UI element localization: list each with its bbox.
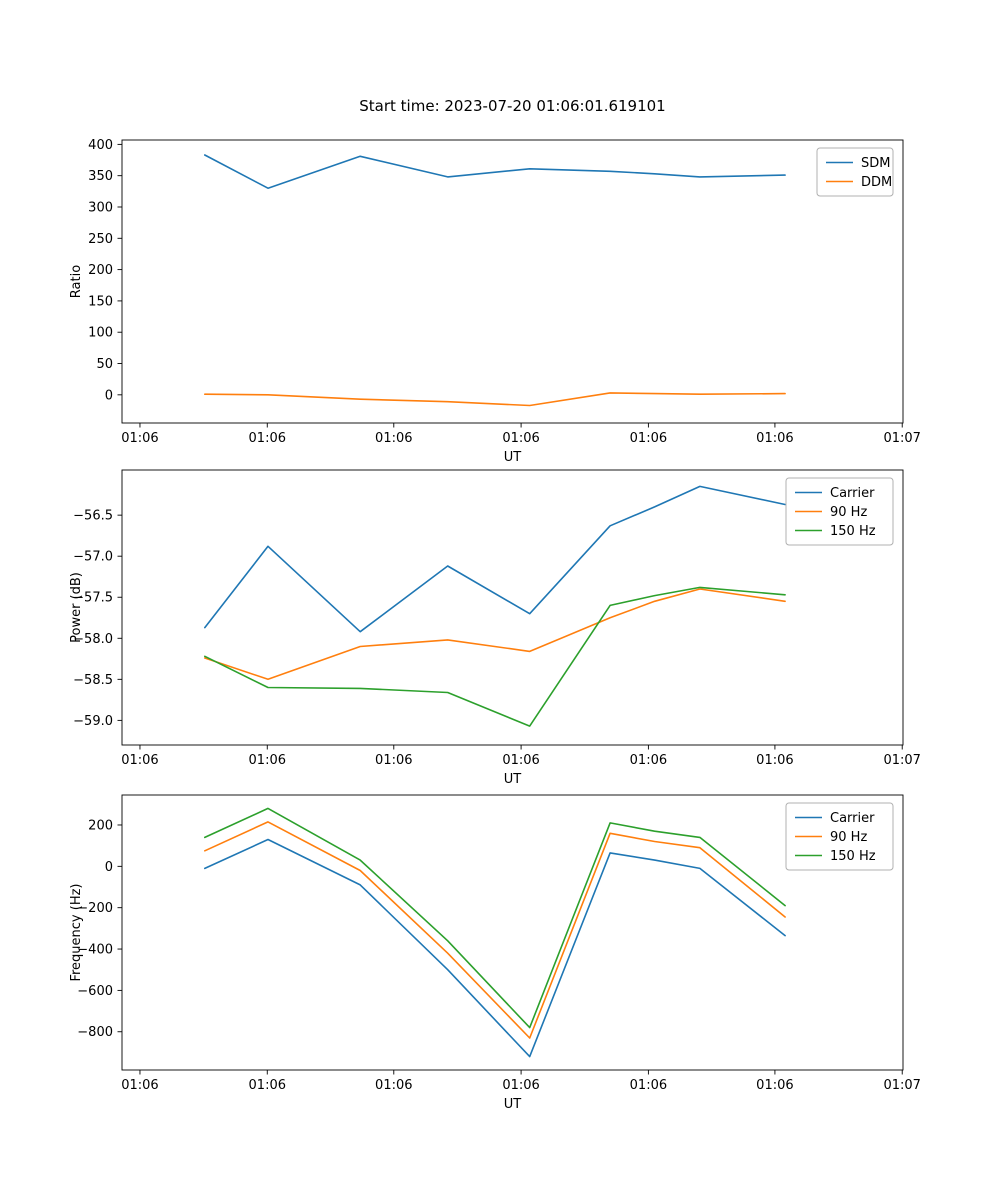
y-tick-label: −58.0 [73, 632, 113, 647]
x-tick-label: 01:06 [756, 1078, 793, 1093]
axes-frame [121, 794, 904, 1071]
x-tick-label: 01:07 [883, 431, 920, 446]
axes-frame [121, 139, 904, 424]
y-tick-label: 300 [88, 200, 113, 215]
y-tick-label: −57.5 [73, 591, 113, 606]
legend-entry-label: DDM [861, 175, 892, 190]
y-tick-label: 200 [88, 263, 113, 278]
legend-entry-label: Carrier [830, 811, 875, 826]
y-tick-label: 150 [88, 294, 113, 309]
90-hz-line [204, 588, 786, 681]
y-tick-label: −800 [77, 1025, 113, 1040]
y-tick-label: 100 [88, 326, 113, 341]
x-tick-label: 01:06 [502, 753, 539, 768]
x-tick-label: 01:06 [630, 753, 667, 768]
y-tick-label: 0 [105, 860, 113, 875]
x-axis-ticks: 01:06 01:06 01:06 01:06 01:06 01:06 01:07 [121, 423, 921, 446]
y-tick-label: 0 [105, 388, 113, 403]
x-tick-label: 01:06 [502, 431, 539, 446]
x-axis-label: UT [504, 450, 522, 465]
legend-entry-label: 90 Hz [830, 505, 867, 520]
ddm-line [204, 392, 786, 407]
x-axis-label: UT [504, 772, 522, 787]
y-tick-label: 50 [96, 357, 113, 372]
subplot-frequency: 01:06 01:06 01:06 01:06 01:06 01:06 01:07−800−… [69, 794, 921, 1112]
x-axis-label: UT [504, 1097, 522, 1112]
y-tick-label: −57.0 [73, 550, 113, 565]
y-axis-label: Ratio [69, 265, 84, 298]
subplot-ratio: 01:06 01:06 01:06 01:06 01:06 01:06 01:07 0 50 10… [69, 138, 921, 465]
legend-entry-label: 150 Hz [830, 849, 876, 864]
carrier-line [204, 485, 786, 633]
x-tick-label: 01:06 [375, 753, 412, 768]
y-tick-label: 400 [88, 138, 113, 153]
legend: Carrier 90 Hz 150 Hz [785, 477, 894, 546]
subplot-power: 01:06 01:06 01:06 01:06 01:06 01:06 01:07 −59.0… [69, 469, 921, 787]
sdm-line [204, 154, 786, 189]
y-tick-label: −59.0 [73, 714, 113, 729]
y-tick-label: −600 [77, 984, 113, 999]
90-hz-line [204, 821, 786, 1039]
y-axis-label: Power (dB) [69, 572, 84, 643]
x-tick-label: 01:06 [121, 1078, 158, 1093]
x-tick-label: 01:06 [375, 431, 412, 446]
x-tick-label: 01:06 [375, 1078, 412, 1093]
y-tick-label: −58.5 [73, 673, 113, 688]
150-hz-line [204, 586, 786, 727]
legend-box [785, 477, 894, 546]
y-tick-label: −200 [77, 901, 113, 916]
x-tick-label: 01:06 [249, 1078, 286, 1093]
x-tick-label: 01:06 [756, 431, 793, 446]
x-tick-label: 01:06 [756, 753, 793, 768]
x-tick-label: 01:06 [630, 1078, 667, 1093]
x-tick-label: 01:06 [249, 753, 286, 768]
legend: SDM DDM [816, 147, 894, 197]
x-axis-ticks: 01:06 01:06 01:06 01:06 01:06 01:06 01:07 [121, 1070, 921, 1093]
legend: Carrier 90 Hz 150 Hz [785, 802, 894, 871]
figure-title: Start time: 2023-07-20 01:06:01.619101 [359, 97, 666, 115]
axes-frame [121, 469, 904, 746]
y-tick-label: 350 [88, 169, 113, 184]
y-axis-ticks: −800 −600 −400 −200 0 200 [77, 818, 122, 1040]
legend-entry-label: 150 Hz [830, 524, 876, 539]
legend-box [816, 147, 894, 197]
legend-box [785, 802, 894, 871]
x-tick-label: 01:06 [502, 1078, 539, 1093]
150-hz-line [204, 807, 786, 1029]
x-axis-ticks: 01:06 01:06 01:06 01:06 01:06 01:06 01:07 [121, 745, 921, 768]
x-tick-label: 01:06 [121, 431, 158, 446]
y-axis-label: Frequency (Hz) [69, 883, 84, 981]
y-tick-label: −400 [77, 943, 113, 958]
y-tick-label: 200 [88, 818, 113, 833]
carrier-line [204, 838, 786, 1058]
y-tick-label: 250 [88, 232, 113, 247]
x-tick-label: 01:07 [883, 1078, 920, 1093]
y-tick-label: −56.5 [73, 509, 113, 524]
y-axis-ticks: 0 50 100 150 200 250 300 350 400 [88, 138, 122, 403]
legend-entry-label: 90 Hz [830, 830, 867, 845]
x-tick-label: 01:06 [121, 753, 158, 768]
legend-entry-label: Carrier [830, 486, 875, 501]
x-tick-label: 01:07 [883, 753, 920, 768]
y-axis-ticks: −59.0 −58.5 −58.0 −57.5 −57.0 −56.5 [73, 509, 122, 729]
legend-entry-label: SDM [861, 156, 890, 171]
x-tick-label: 01:06 [249, 431, 286, 446]
x-tick-label: 01:06 [630, 431, 667, 446]
